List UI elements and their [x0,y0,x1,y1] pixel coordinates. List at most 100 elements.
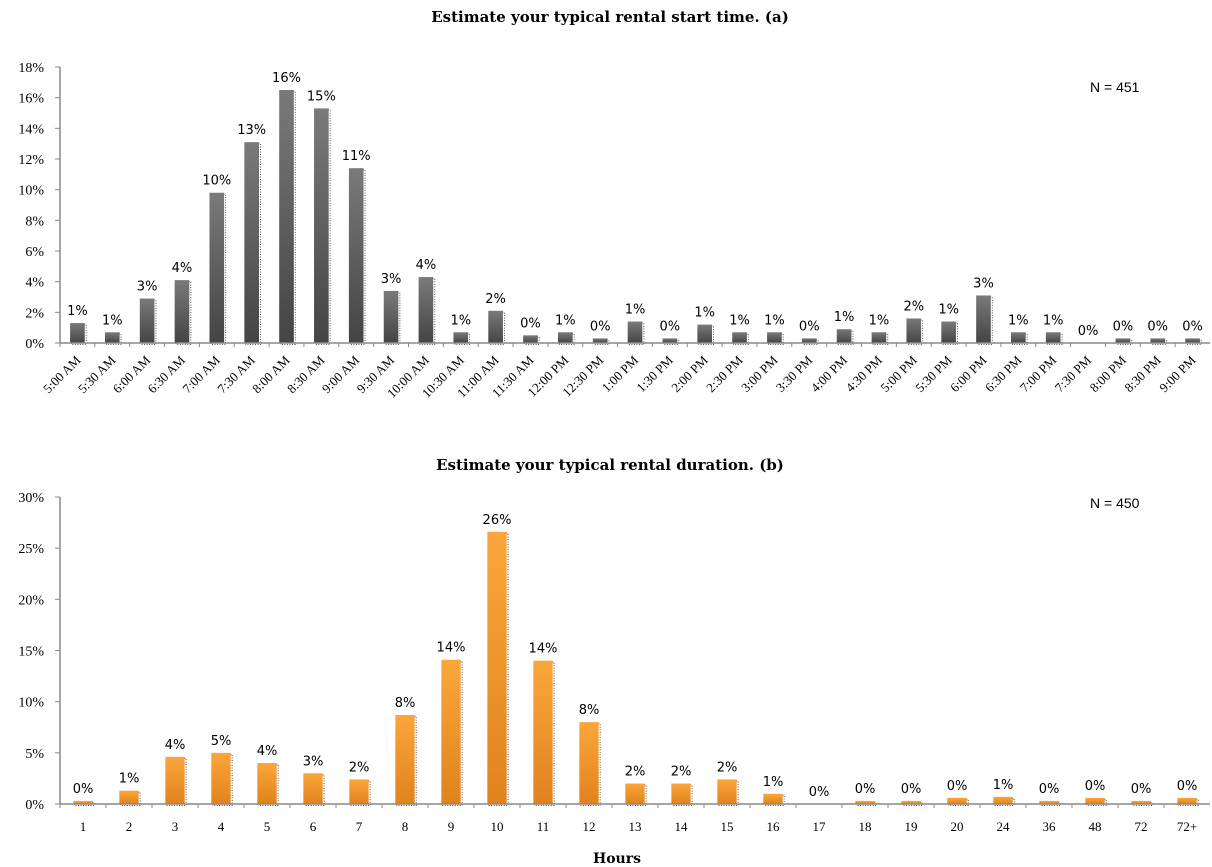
b-x-tick-label: 9 [448,819,455,834]
a-x-tick-label: 6:00 AM [110,352,154,396]
b-x-tick-label: 6 [310,819,317,834]
a-data-label: 1% [834,310,855,325]
b-x-tick-label: 20 [951,819,964,834]
a-bar [279,90,294,343]
a-bar [662,338,678,343]
a-bar [314,108,329,344]
b-y-tick-label: 0% [25,798,44,813]
a-bar [697,324,713,343]
a-bar [523,335,538,343]
a-bar [906,318,922,343]
b-bar [993,796,1013,804]
b-y-tick-label: 20% [18,593,44,608]
a-x-tick-label: 6:30 PM [982,352,1025,395]
chart-a-title: Estimate your typical rental start time.… [431,8,789,26]
b-x-tick-label: 14 [675,819,689,834]
a-data-label: 0% [1147,319,1168,334]
b-data-label: 3% [303,754,324,769]
b-x-tick-label: 24 [997,819,1011,834]
chart-b-bars [73,531,1199,807]
b-x-tick-label: 1 [80,819,87,834]
a-bar [1011,332,1026,343]
b-y-tick-label: 25% [18,542,44,557]
a-x-tick-label: 9:00 AM [319,352,363,396]
a-bar [70,323,85,343]
a-x-tick-label: 7:00 PM [1017,352,1060,395]
b-data-label: 1% [763,775,784,790]
a-bar [976,295,991,343]
a-data-label: 1% [67,304,88,319]
a-data-label: 1% [694,306,715,321]
a-bar [348,168,364,343]
a-data-label: 0% [590,319,611,334]
b-x-tick-label: 12 [583,819,596,834]
a-x-tick-label: 8:00 AM [249,352,293,396]
a-x-tick-label: 7:30 PM [1052,352,1095,395]
a-y-tick-label: 0% [25,337,44,352]
a-data-label: 13% [237,123,266,138]
a-data-label: 1% [729,313,750,328]
chart-b-title: Estimate your typical rental duration. (… [436,456,784,474]
a-bar [592,338,608,343]
a-data-label: 1% [938,303,959,318]
b-y-tick-label: 15% [18,645,44,660]
a-y-tick-label: 16% [18,92,44,107]
b-data-label: 2% [349,760,370,775]
b-x-tick-label: 2 [126,819,133,834]
a-bar [1045,332,1061,343]
b-data-label: 5% [211,734,232,749]
a-bar [1115,338,1131,343]
a-x-tick-label: 5:30 PM [912,352,955,395]
b-bar [947,797,967,804]
b-data-label: 0% [73,782,94,797]
a-bar [767,332,782,343]
b-bar [763,793,783,804]
b-bar [1039,800,1059,804]
b-data-label: 4% [165,738,186,753]
a-bar [383,290,399,343]
a-bar-shadow [698,325,715,346]
a-bar-shadow [384,291,401,346]
a-data-label: 3% [137,280,158,295]
b-bar-shadow [488,532,509,806]
b-bar [441,659,461,804]
b-x-tick-label: 10 [491,819,504,834]
b-data-label: 0% [1039,782,1060,797]
a-x-tick-label: 1:30 PM [633,352,676,395]
b-x-tick-label: 18 [859,819,872,834]
b-bar [349,779,369,804]
b-x-tick-label: 48 [1089,819,1102,834]
b-bar [1085,797,1105,804]
b-data-label: 2% [671,765,692,780]
a-y-tick-label: 18% [18,61,44,76]
a-data-label: 2% [485,292,506,307]
b-x-tick-label: 11 [537,819,550,834]
a-data-label: 11% [342,149,371,164]
b-y-tick-label: 10% [18,696,44,711]
a-x-tick-label: 8:30 AM [284,352,328,396]
a-x-tick-label: 9:00 PM [1156,352,1199,395]
a-x-tick-label: 2:00 PM [668,352,711,395]
b-y-tick-label: 30% [18,491,44,506]
b-bar [211,752,231,804]
b-bar-shadow [166,757,187,807]
chart-b: Estimate your typical rental duration. (… [18,456,1210,867]
a-bar [557,332,573,343]
b-data-label: 2% [625,765,646,780]
a-bar [1150,338,1166,343]
a-x-tick-label: 4:30 PM [843,352,886,395]
a-data-label: 1% [764,313,785,328]
a-x-tick-label: 6:30 AM [145,352,189,396]
b-bar-shadow [994,797,1015,807]
b-bar [1177,797,1197,804]
b-bar [579,722,599,804]
chart-b-y-ticks: 0% 5% 10% 15% 20% 25% 30% [18,491,60,813]
a-y-tick-label: 12% [18,153,44,168]
b-y-tick-label: 5% [25,747,44,762]
b-x-tick-label: 72+ [1177,819,1197,834]
b-data-label: 0% [947,779,968,794]
chart-a-y-ticks: 0% 2% 4% 6% 8% 10% 12% 14% 16% 18% [18,61,60,352]
a-x-tick-label: 1:00 PM [599,352,642,395]
a-bar [627,321,643,343]
b-bar [303,773,323,804]
